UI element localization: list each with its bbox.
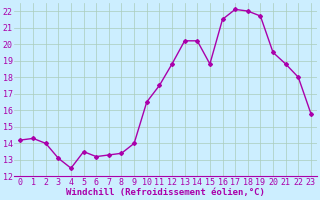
X-axis label: Windchill (Refroidissement éolien,°C): Windchill (Refroidissement éolien,°C) xyxy=(66,188,265,197)
